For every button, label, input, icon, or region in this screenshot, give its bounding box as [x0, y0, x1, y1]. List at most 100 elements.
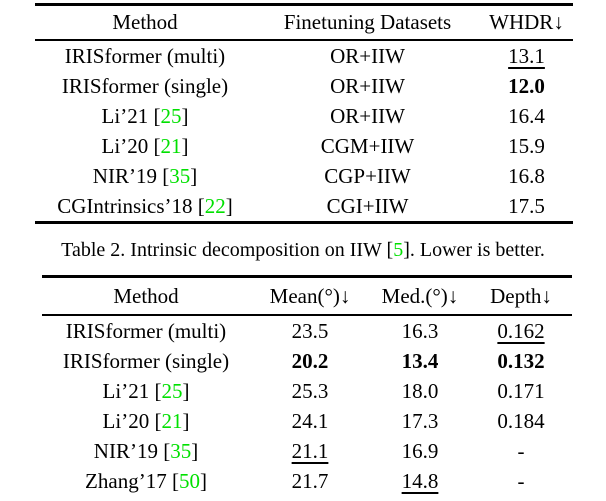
method-text: Zhang’17 [: [85, 469, 179, 493]
dataset-cell: OR+IIW: [330, 74, 405, 98]
mean-cell: 23.5: [250, 315, 370, 346]
mean-cell: 25.3: [250, 376, 370, 406]
whdr-cell: 16.4: [480, 101, 573, 131]
table-row: CGIntrinsics’18 [22] CGI+IIW 17.5: [35, 191, 573, 223]
method-text: Li’20 [: [102, 409, 162, 433]
dataset-cell: CGP+IIW: [324, 164, 411, 188]
whdr-value: 16.4: [508, 104, 545, 128]
mean-cell: 21.1: [250, 436, 370, 466]
whdr-cell: 12.0: [480, 71, 573, 101]
med-value: 17.3: [401, 409, 439, 433]
table-row: Li’20 [21] CGM+IIW 15.9: [35, 131, 573, 161]
col-header-whdr: WHDR↓: [489, 10, 564, 34]
method-text: Li’21 [: [101, 104, 161, 128]
med-cell: 13.4: [370, 346, 470, 376]
table-row: IRISformer (single) OR+IIW 12.0: [35, 71, 573, 101]
whdr-cell: 16.8: [480, 161, 573, 191]
method-text: IRISformer (multi): [65, 319, 227, 343]
method-text: NIR’19 [: [93, 439, 171, 463]
table-row: IRISformer (multi) OR+IIW 13.1: [35, 40, 573, 71]
med-value: 13.4: [401, 349, 439, 373]
table-row: NIR’19 [35] CGP+IIW 16.8: [35, 161, 573, 191]
depth-cell: 0.132: [470, 346, 572, 376]
med-value: 16.3: [401, 319, 439, 343]
table-row: Li’20 [21] 24.1 17.3 0.184: [42, 406, 572, 436]
dataset-cell: OR+IIW: [330, 44, 405, 68]
table-row: Zhang’17 [50] 21.7 14.8 -: [42, 466, 572, 496]
paper-page-region: Method Finetuning Datasets WHDR↓ IRISfor…: [0, 3, 606, 501]
depth-value: 0.162: [497, 319, 545, 343]
depth-value: 0.171: [497, 379, 545, 403]
method-text: IRISformer (single): [62, 349, 230, 373]
citation-link[interactable]: 35: [169, 164, 191, 188]
whdr-cell: 15.9: [480, 131, 573, 161]
method-text: NIR’19 [: [92, 164, 170, 188]
table-header-row: Method Mean(°)↓ Med.(°)↓ Depth↓: [42, 277, 572, 315]
mean-value: 21.1: [291, 439, 329, 463]
method-cell: Li’21 [25]: [42, 376, 250, 406]
method-text-suffix: ]: [190, 164, 198, 188]
whdr-cell: 13.1: [480, 40, 573, 71]
whdr-value: 13.1: [508, 44, 545, 68]
caption-text: Table 2. Intrinsic decomposition on IIW …: [61, 239, 394, 261]
dataset-cell: CGM+IIW: [320, 134, 415, 158]
med-cell: 17.3: [370, 406, 470, 436]
method-cell: IRISformer (single): [35, 71, 255, 101]
citation-link[interactable]: 25: [160, 104, 182, 128]
mean-value: 20.2: [291, 349, 329, 373]
med-cell: 18.0: [370, 376, 470, 406]
table-row: NIR’19 [35] 21.1 16.9 -: [42, 436, 572, 466]
method-text-suffix: ]: [225, 194, 233, 218]
method-cell: NIR’19 [35]: [35, 161, 255, 191]
mean-value: 23.5: [291, 319, 329, 343]
depth-cell: 0.184: [470, 406, 572, 436]
med-value: 18.0: [401, 379, 439, 403]
method-text-suffix: ]: [181, 104, 189, 128]
citation-link[interactable]: 21: [160, 134, 182, 158]
depth-cell: 0.162: [470, 315, 572, 346]
citation-link[interactable]: 35: [170, 439, 192, 463]
method-text-suffix: ]: [191, 439, 199, 463]
method-text-suffix: ]: [199, 469, 207, 493]
mean-value: 21.7: [291, 469, 329, 493]
citation-link[interactable]: 25: [161, 379, 183, 403]
col-header-mean: Mean(°)↓: [269, 284, 351, 308]
mean-cell: 24.1: [250, 406, 370, 436]
whdr-value: 12.0: [508, 74, 545, 98]
table-row: Li’21 [25] 25.3 18.0 0.171: [42, 376, 572, 406]
method-text-suffix: ]: [182, 409, 190, 433]
method-text: IRISformer (multi): [64, 44, 226, 68]
depth-value: 0.132: [497, 349, 545, 373]
method-text: IRISformer (single): [61, 74, 229, 98]
med-cell: 16.3: [370, 315, 470, 346]
method-cell: Li’20 [21]: [35, 131, 255, 161]
col-header-depth: Depth↓: [490, 284, 552, 308]
method-cell: CGIntrinsics’18 [22]: [35, 191, 255, 223]
dataset-cell: OR+IIW: [330, 104, 405, 128]
depth-value: -: [517, 439, 525, 463]
whdr-value: 17.5: [508, 194, 545, 218]
method-cell: Li’20 [21]: [42, 406, 250, 436]
whdr-value: 15.9: [508, 134, 545, 158]
depth-cell: 0.171: [470, 376, 572, 406]
citation-link[interactable]: 5: [393, 239, 404, 261]
table-row: Li’21 [25] OR+IIW 16.4: [35, 101, 573, 131]
med-cell: 14.8: [370, 466, 470, 496]
whdr-value: 16.8: [508, 164, 545, 188]
col-header-finetuning-datasets: Finetuning Datasets: [283, 10, 452, 34]
depth-cell: -: [470, 466, 572, 496]
mean-value: 25.3: [291, 379, 329, 403]
depth-cell: -: [470, 436, 572, 466]
mean-value: 24.1: [291, 409, 329, 433]
dataset-cell: CGI+IIW: [326, 194, 409, 218]
depth-value: 0.184: [497, 409, 545, 433]
table-header-row: Method Finetuning Datasets WHDR↓: [35, 5, 573, 40]
method-text: Li’20 [: [101, 134, 161, 158]
citation-link[interactable]: 22: [204, 194, 226, 218]
citation-link[interactable]: 50: [178, 469, 200, 493]
med-value: 14.8: [401, 469, 439, 493]
whdr-cell: 17.5: [480, 191, 573, 223]
method-text-suffix: ]: [182, 379, 190, 403]
citation-link[interactable]: 21: [161, 409, 183, 433]
col-header-median: Med.(°)↓: [381, 284, 459, 308]
